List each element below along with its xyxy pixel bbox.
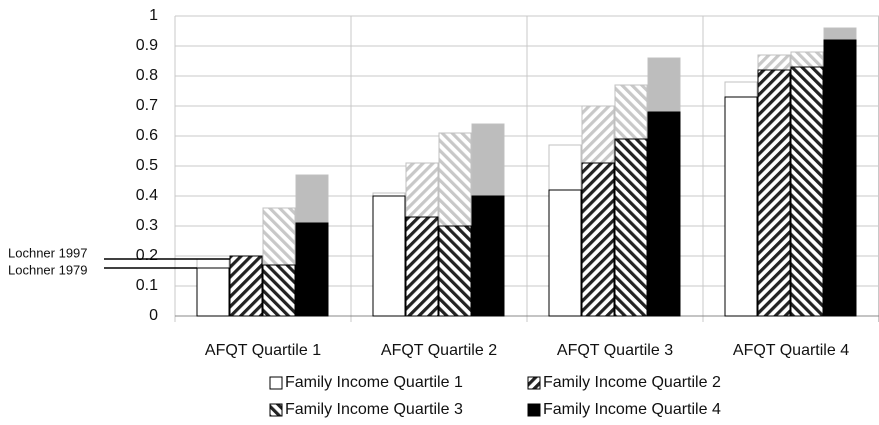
x-tick-label: AFQT Quartile 2 — [381, 342, 497, 359]
bar-1979 — [757, 69, 791, 317]
bar-1979 — [229, 255, 263, 317]
legend-swatch — [269, 403, 283, 417]
y-tick-label: 0.5 — [136, 157, 158, 174]
bar-1979 — [262, 264, 296, 317]
bar-1979 — [372, 195, 406, 317]
bar-1979 — [823, 39, 857, 317]
bar-1979 — [724, 96, 758, 317]
bar-1979 — [581, 162, 615, 317]
legend-swatch — [527, 403, 541, 417]
bar-1979 — [790, 66, 824, 317]
annotation: Lochner 1997 — [8, 245, 88, 260]
y-tick-label: 0.2 — [136, 247, 158, 264]
y-tick-label: 0.8 — [136, 67, 158, 84]
x-tick-label: AFQT Quartile 3 — [557, 342, 673, 359]
legend-label: Family Income Quartile 1 — [285, 374, 463, 391]
bar-1979 — [647, 111, 681, 317]
y-tick-label: 0.7 — [136, 97, 158, 114]
legend-label: Family Income Quartile 2 — [543, 374, 721, 391]
legend-label: Family Income Quartile 3 — [285, 401, 463, 418]
x-tick-label: AFQT Quartile 4 — [733, 342, 849, 359]
y-tick-label: 0.4 — [136, 187, 158, 204]
x-tick-label: AFQT Quartile 1 — [205, 342, 321, 359]
bar-1979 — [548, 189, 582, 317]
annotation: Lochner 1979 — [8, 262, 88, 277]
y-tick-label: 0.1 — [136, 277, 158, 294]
y-tick-label: 0.3 — [136, 217, 158, 234]
bar-1979 — [196, 267, 230, 317]
y-tick-label: 0.6 — [136, 127, 158, 144]
bar-1979 — [438, 225, 472, 317]
bar-1979 — [405, 216, 439, 317]
y-tick-label: 1 — [149, 7, 158, 24]
legend-swatch — [269, 376, 283, 390]
legend-swatch — [527, 376, 541, 390]
legend-label: Family Income Quartile 4 — [543, 401, 721, 418]
bar-1979 — [471, 195, 505, 317]
bar-1979 — [614, 138, 648, 317]
y-tick-label: 0.9 — [136, 37, 158, 54]
y-tick-label: 0 — [149, 307, 158, 324]
bar-1979 — [295, 222, 329, 317]
